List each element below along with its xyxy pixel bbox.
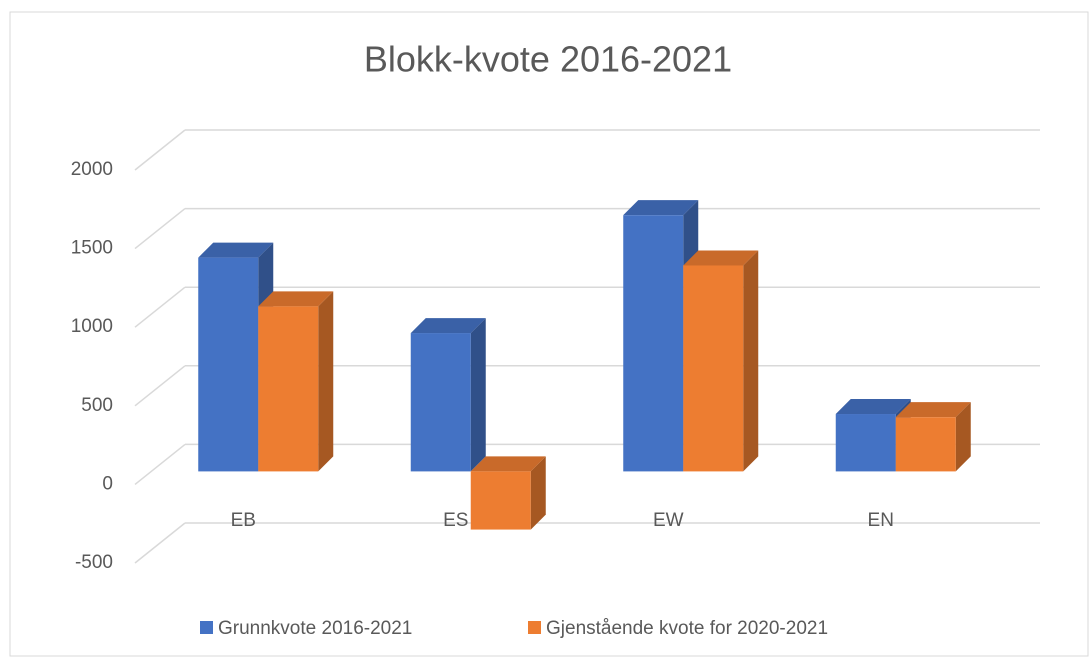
y-tick-label: 500 xyxy=(81,395,113,416)
bar-top xyxy=(895,402,971,418)
grid-line-side xyxy=(134,443,186,485)
y-tick-label: 1000 xyxy=(71,316,113,337)
x-tick-label: ES xyxy=(443,510,468,531)
bar xyxy=(470,471,531,530)
legend-swatch xyxy=(200,621,213,634)
bar-top xyxy=(470,456,546,472)
y-tick-label: 2000 xyxy=(71,159,113,180)
bar-side xyxy=(470,318,486,472)
grid-line-side xyxy=(134,522,186,564)
chart-title: Blokk-kvote 2016-2021 xyxy=(364,39,732,80)
chart-frame xyxy=(9,11,1089,657)
bar-top xyxy=(198,242,274,258)
legend-label: Gjenstående kvote for 2020-2021 xyxy=(546,618,828,639)
bar-side xyxy=(743,250,759,472)
y-tick-label: 1500 xyxy=(71,238,113,259)
bar xyxy=(198,257,259,472)
bar xyxy=(895,417,956,472)
grid-line-side xyxy=(134,208,186,250)
grid-line-side xyxy=(134,365,186,407)
bar-side xyxy=(318,291,334,472)
bar xyxy=(410,333,471,472)
bar-top xyxy=(258,291,334,307)
bar-top xyxy=(835,399,911,415)
x-tick-label: EB xyxy=(231,510,256,531)
grid-line-side xyxy=(134,129,186,171)
bar xyxy=(623,215,684,472)
x-tick-label: EW xyxy=(653,510,684,531)
bar-top xyxy=(623,200,699,216)
bar-top xyxy=(410,318,486,334)
legend-swatch xyxy=(528,621,541,634)
grid-line-side xyxy=(134,286,186,328)
y-tick-label: -500 xyxy=(75,552,113,573)
bar-side xyxy=(955,402,971,472)
bar xyxy=(683,265,744,472)
bar-side xyxy=(530,456,546,530)
bar xyxy=(258,306,319,472)
bar-top xyxy=(683,250,759,266)
y-tick-label: 0 xyxy=(102,473,113,494)
legend-label: Grunnkvote 2016-2021 xyxy=(218,618,412,639)
bar xyxy=(835,414,896,472)
x-tick-label: EN xyxy=(868,510,894,531)
